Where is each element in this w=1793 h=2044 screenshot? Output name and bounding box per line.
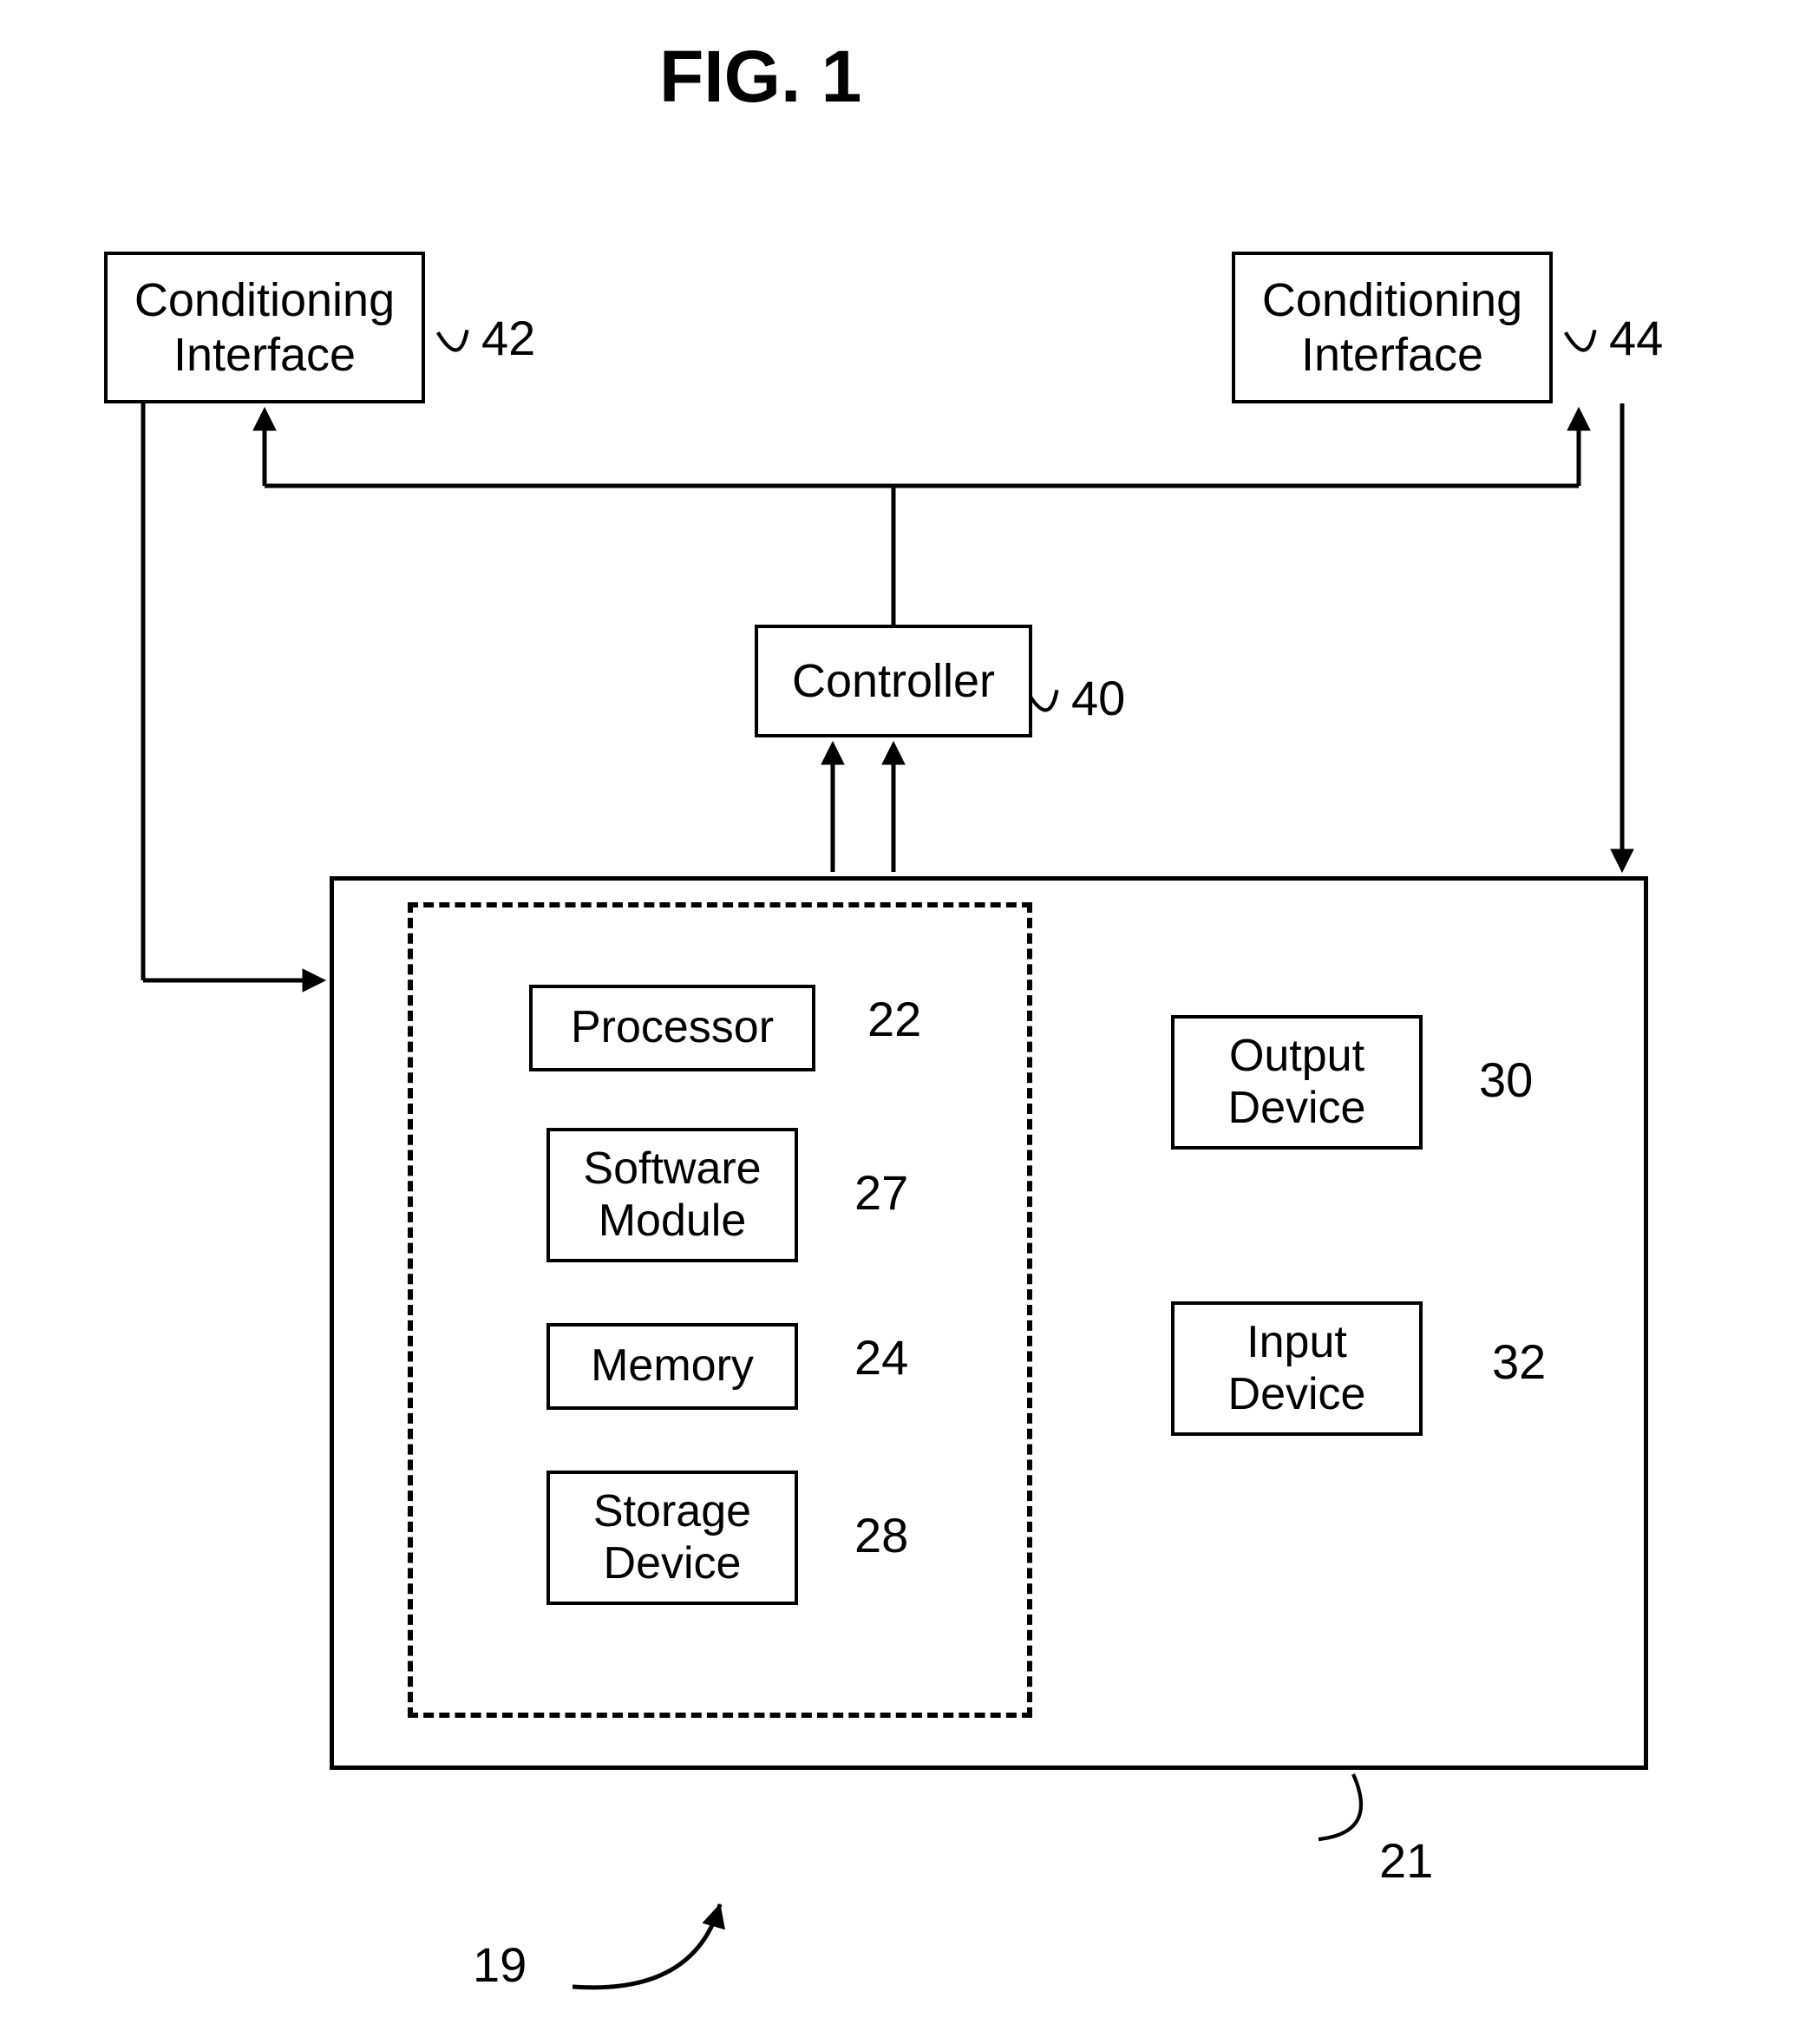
ref-24: 24 xyxy=(854,1329,908,1386)
processor-box: Processor xyxy=(529,985,815,1071)
controller-label: Controller xyxy=(792,654,995,708)
ref-21: 21 xyxy=(1379,1832,1433,1889)
memory-box: Memory xyxy=(546,1323,798,1410)
diagram-stage: FIG. 1 ConditioningInterface Conditionin… xyxy=(0,0,1793,2044)
ref-40: 40 xyxy=(1071,670,1125,726)
ref-42: 42 xyxy=(481,310,535,366)
output-device-box: OutputDevice xyxy=(1171,1015,1423,1150)
software-module-label: SoftwareModule xyxy=(583,1143,761,1248)
memory-label: Memory xyxy=(591,1340,754,1392)
ref-28: 28 xyxy=(854,1507,908,1563)
ref-44: 44 xyxy=(1609,310,1663,366)
conditioning-interface-left: ConditioningInterface xyxy=(104,252,425,403)
input-device-label: InputDevice xyxy=(1228,1317,1366,1421)
storage-device-label: StorageDevice xyxy=(593,1486,751,1590)
input-device-box: InputDevice xyxy=(1171,1301,1423,1436)
conditioning-interface-left-label: ConditioningInterface xyxy=(134,273,395,381)
controller-box: Controller xyxy=(755,625,1032,737)
processor-label: Processor xyxy=(571,1002,774,1054)
figure-title: FIG. 1 xyxy=(659,35,861,119)
ref-19: 19 xyxy=(473,1936,527,1993)
storage-device-box: StorageDevice xyxy=(546,1471,798,1605)
conditioning-interface-right-label: ConditioningInterface xyxy=(1262,273,1522,381)
ref-30: 30 xyxy=(1479,1051,1533,1108)
ref-27: 27 xyxy=(854,1164,908,1221)
ref-22: 22 xyxy=(867,991,921,1047)
ref-32: 32 xyxy=(1492,1333,1546,1390)
output-device-label: OutputDevice xyxy=(1228,1031,1366,1135)
software-module-box: SoftwareModule xyxy=(546,1128,798,1262)
conditioning-interface-right: ConditioningInterface xyxy=(1232,252,1553,403)
